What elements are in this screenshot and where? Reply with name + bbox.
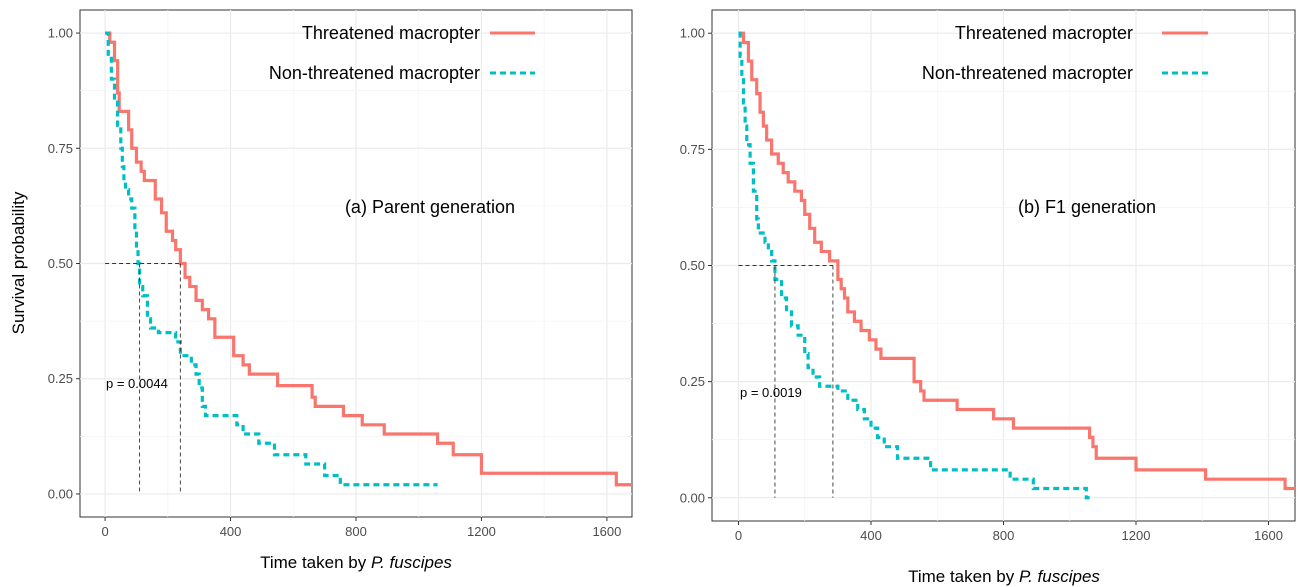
p-value: p = 0.0044 [106, 376, 168, 391]
y-ticks: 0.00 0.25 0.50 0.75 1.00 [48, 26, 80, 501]
y-axis-label: Survival probability [9, 191, 28, 334]
panel-a: 0 400 800 1200 1600 0.00 0.25 0.50 0.75 1.00 (a)… [9, 9, 633, 572]
x-tick-label: 800 [993, 528, 1015, 543]
series-line-threatened [105, 31, 632, 487]
y-tick-label: 0.75 [48, 141, 73, 156]
x-tick-label: 1600 [592, 524, 621, 539]
x-tick-label: 800 [345, 524, 367, 539]
y-ticks: 0.00 0.25 0.50 0.75 1.00 [680, 26, 712, 505]
x-tick-label: 400 [220, 524, 242, 539]
series-lines [738, 31, 1295, 500]
legend: Threatened macropter Non-threatened macr… [922, 23, 1208, 83]
legend-label-non-threatened: Non-threatened macropter [269, 63, 480, 83]
x-tick-label: 1200 [1122, 528, 1151, 543]
legend-label-non-threatened: Non-threatened macropter [922, 63, 1133, 83]
y-tick-label: 0.50 [680, 258, 705, 273]
median-lines [105, 263, 181, 494]
y-tick-label: 1.00 [48, 26, 73, 41]
y-tick-label: 0.50 [48, 256, 73, 271]
series-line-non-threatened [105, 31, 438, 487]
x-ticks: 0 400 800 1200 1600 [101, 517, 621, 539]
legend-label-threatened: Threatened macropter [955, 23, 1133, 43]
y-tick-label: 0.00 [48, 486, 73, 501]
y-tick-label: 0.25 [48, 371, 73, 386]
panel-label: (a) Parent generation [345, 197, 515, 217]
x-ticks: 0 400 800 1200 1600 [735, 521, 1283, 543]
panel-label: (b) F1 generation [1018, 197, 1156, 217]
y-tick-label: 0.75 [680, 142, 705, 157]
legend: Threatened macropter Non-threatened macr… [269, 23, 535, 83]
y-tick-label: 0.00 [680, 490, 705, 505]
x-axis-label: Time taken by P. fuscipes [260, 553, 452, 572]
p-value: p = 0.0019 [740, 385, 802, 400]
x-axis-label: Time taken by P. fuscipes [908, 567, 1100, 586]
median-lines [738, 265, 834, 498]
y-tick-label: 0.25 [680, 374, 705, 389]
legend-label-threatened: Threatened macropter [302, 23, 480, 43]
panel-b: 0 400 800 1200 1600 0.00 0.25 0.50 0.75 1.00 (b)… [680, 9, 1296, 586]
y-tick-label: 1.00 [680, 26, 705, 41]
x-tick-label: 0 [101, 524, 108, 539]
x-tick-label: 400 [860, 528, 882, 543]
x-tick-label: 0 [735, 528, 742, 543]
series-lines [105, 31, 632, 487]
x-tick-label: 1600 [1254, 528, 1283, 543]
x-tick-label: 1200 [467, 524, 496, 539]
series-line-threatened [738, 31, 1295, 491]
